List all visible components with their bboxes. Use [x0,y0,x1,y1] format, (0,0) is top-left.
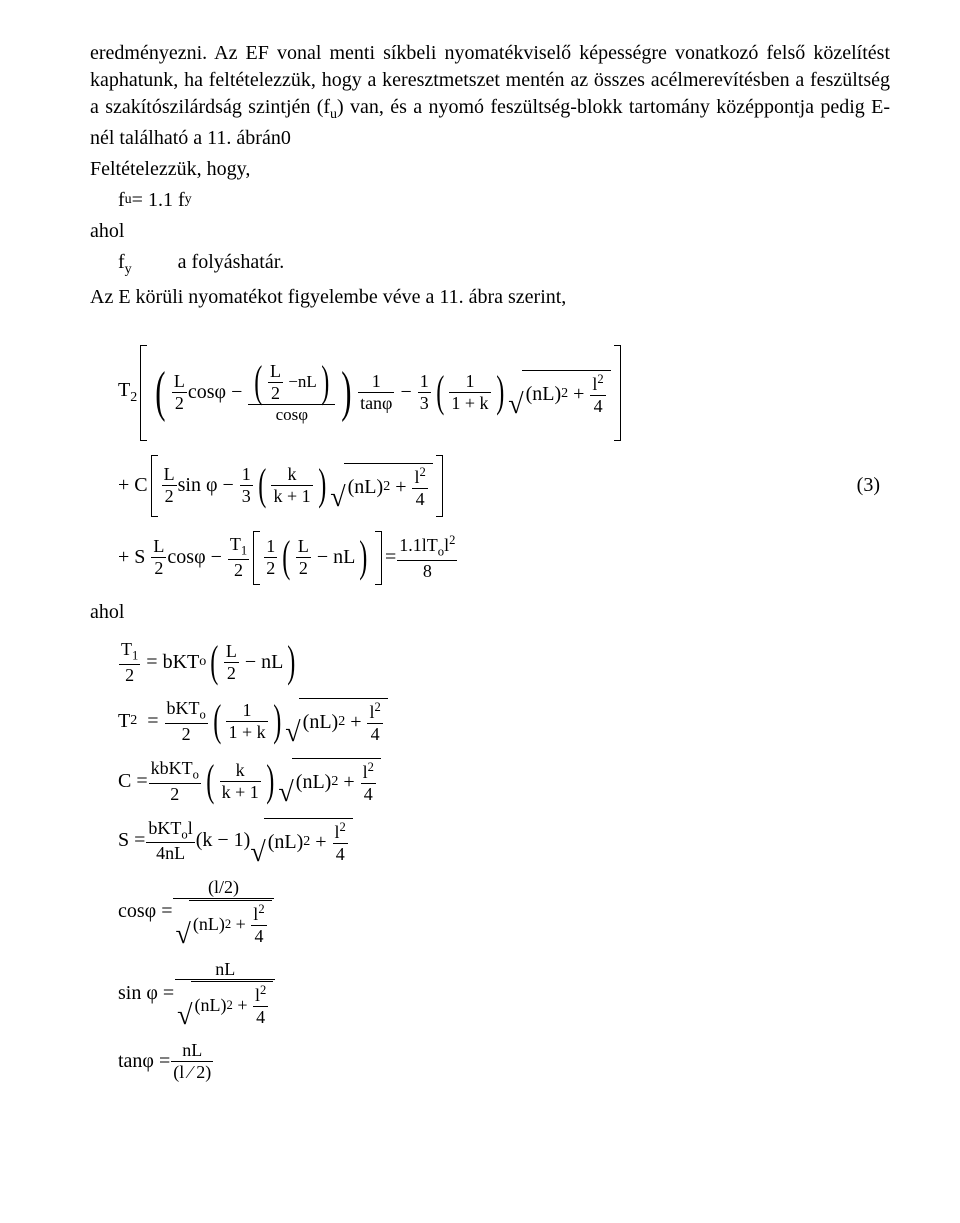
definition-C: C = kbKTo2 ( kk + 1 ) √ (nL)2 + l24 [118,758,890,804]
paragraph-1: eredményezni. Az EF vonal menti síkbeli … [90,40,890,152]
t2-symbol: T2 [118,377,137,408]
fy-symbol: f [118,251,125,273]
fu-symbol: f [118,187,125,214]
ahol-1: ahol [90,218,890,245]
sqrt-1: √ (nL)2 + l24 [508,370,611,416]
equation-3-line1: T2 ( L2 cosφ − ( L2 − nL ) cosφ ) 1tanφ … [118,345,890,441]
plus-s: + S [118,544,145,571]
definition-cosphi: cosφ = (l/2) √ (nL)2 + l24 [118,878,890,946]
sinphi: sin φ [178,472,218,499]
frac-1-3: 13 [418,372,431,413]
cosphi-1: cosφ [188,379,226,406]
fy-definition: fy a folyáshatár. [118,249,890,280]
equation-3-line2: + C L2 sin φ − 13 ( kk + 1 ) √ (nL)2 + l… [118,455,890,517]
frac-inner: ( L2 − nL ) cosφ [248,362,335,424]
definition-sinphi: sin φ = nL √ (nL)2 + l24 [118,960,890,1028]
plus-c: + C [118,472,148,499]
frac-1-1k: 11 + k [449,372,490,413]
definition-T2: T2 = bKTo2 ( 11 + k ) √ (nL)2 + l24 [118,698,890,744]
paragraph-2: Feltételezzük, hogy, [90,156,890,183]
equation-number-3: (3) [857,472,890,499]
fu-rhs: = 1.1 f [132,187,185,214]
fy-sub2: y [125,262,132,277]
frac-1-tanphi: 1tanφ [358,372,394,413]
frac-L-2: L2 [172,372,187,413]
ahol-2: ahol [90,599,890,626]
fy-sub: y [185,191,192,210]
definition-tanphi: tanφ = nL (l ⁄ 2) [118,1041,890,1082]
equation-fu: fu = 1.1 fy [118,187,890,214]
definition-S: S = bKTol4nL (k − 1) √ (nL)2 + l24 [118,818,890,864]
equation-3-line3: + S L2 cosφ − T12 12 ( L2 − nL ) = 1.1lT… [118,531,890,585]
fu-sub: u [125,191,132,210]
definition-T1: T12 = bKTo ( L2 − nL ) [118,640,890,685]
paragraph-3: Az E körüli nyomatékot figyelembe véve a… [90,284,890,311]
para1-sub: u [330,107,337,122]
fy-desc: a folyáshatár. [178,251,285,273]
